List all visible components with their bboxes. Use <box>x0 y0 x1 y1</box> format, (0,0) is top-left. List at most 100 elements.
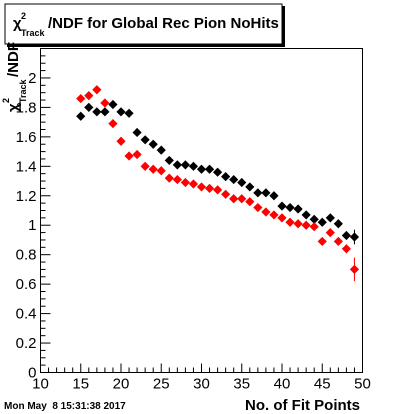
y-tick-label: 1.6 <box>16 129 37 146</box>
data-point-red <box>116 136 126 146</box>
data-point-black <box>221 172 231 182</box>
data-point-red <box>196 182 207 192</box>
data-point-black <box>156 145 166 155</box>
x-tick-label: 35 <box>233 376 250 393</box>
x-tick-label: 20 <box>113 376 130 393</box>
data-point-black <box>341 230 351 241</box>
data-point-black <box>293 204 303 214</box>
y-tick-label: 0.6 <box>16 276 37 293</box>
data-point-black <box>229 174 239 185</box>
data-point-black <box>180 160 190 170</box>
data-point-red <box>180 177 190 188</box>
data-point-red <box>229 194 239 204</box>
data-point-black <box>92 107 102 117</box>
data-point-red <box>108 119 118 129</box>
data-point-black <box>333 219 343 229</box>
x-tick-label: 40 <box>274 376 291 393</box>
data-point-black <box>164 155 174 166</box>
data-point-black <box>196 164 207 174</box>
x-tick-label: 15 <box>72 376 89 393</box>
data-point-red <box>325 227 335 238</box>
data-point-black <box>108 99 118 110</box>
data-point-black <box>76 111 86 121</box>
data-point-black <box>204 164 215 174</box>
data-point-black <box>309 214 319 224</box>
axes: 10 15 20 25 30 35 40 45 50 0 0.2 0.4 0.6 0.8 1 1.2 1.4 1.… <box>16 48 371 393</box>
x-tick-label: 45 <box>314 376 331 393</box>
ylabel-superscript: 2 <box>1 98 11 103</box>
data-point-black <box>213 167 223 177</box>
data-point-red <box>269 210 279 220</box>
ylabel-chi: χ <box>5 103 22 112</box>
data-point-red <box>293 219 303 229</box>
y-tick-label: 1.4 <box>16 158 37 175</box>
data-point-red <box>188 179 199 189</box>
data-point-red <box>140 161 150 171</box>
data-point-black <box>277 201 287 211</box>
data-point-red <box>333 236 343 247</box>
ylabel-subscript: Track <box>18 78 28 103</box>
data-point-black <box>124 108 134 118</box>
chart-title: χ 2 Track /NDF for Global Rec Pion NoHit… <box>4 3 285 47</box>
x-tick-label: 10 <box>32 376 49 393</box>
data-point-red <box>132 149 142 160</box>
data-point-red <box>309 222 319 232</box>
x-tick-label: 30 <box>193 376 210 393</box>
data-point-black <box>84 102 94 113</box>
data-point-red <box>148 164 158 174</box>
x-axis-label: No. of Fit Points <box>245 397 360 414</box>
data-point-black <box>116 107 126 117</box>
data-point-red <box>341 244 351 254</box>
data-marks <box>76 85 360 282</box>
title-chi: χ <box>13 15 22 32</box>
data-point-black <box>253 188 263 198</box>
data-point-red <box>285 217 295 227</box>
data-point-black <box>325 213 335 223</box>
title-superscript: 2 <box>21 11 26 21</box>
y-tick-label: 0 <box>28 365 36 382</box>
data-point-black <box>148 139 158 149</box>
y-axis-label: χ 2 Track /NDF <box>1 42 28 112</box>
y-tick-label: 1.2 <box>16 188 37 205</box>
data-point-black <box>301 210 311 220</box>
data-point-red <box>204 183 215 194</box>
data-point-black <box>261 188 271 198</box>
data-point-red <box>84 91 94 101</box>
title-subscript: Track <box>21 28 46 38</box>
y-tick-label: 0.8 <box>16 247 37 264</box>
data-point-red <box>92 85 102 95</box>
data-point-black <box>188 161 199 171</box>
data-point-black <box>285 202 295 213</box>
data-point-red <box>156 166 166 176</box>
timestamp: Mon May 8 15:31:38 2017 <box>4 401 126 412</box>
data-point-red <box>349 264 360 275</box>
data-point-black <box>140 135 150 145</box>
y-tick-label: 0.4 <box>16 306 37 323</box>
data-point-black <box>245 182 255 192</box>
data-point-red <box>261 207 271 217</box>
data-point-black <box>132 127 142 138</box>
data-point-red <box>301 220 311 230</box>
data-point-red <box>164 173 174 183</box>
data-point-red <box>213 185 223 195</box>
y-tick-label: 1 <box>28 217 36 234</box>
data-point-red <box>100 98 110 108</box>
data-point-black <box>172 160 182 170</box>
data-point-red <box>277 213 287 223</box>
x-tick-label: 50 <box>354 376 371 393</box>
data-point-black <box>100 107 110 117</box>
data-point-red <box>237 194 247 204</box>
title-text: /NDF for Global Rec Pion NoHits <box>48 15 279 32</box>
data-point-red <box>221 189 231 199</box>
data-point-red <box>245 197 255 207</box>
data-point-red <box>124 151 134 161</box>
ylabel-text: /NDF <box>5 42 22 77</box>
data-point-red <box>253 202 263 213</box>
y-tick-label: 1.8 <box>16 99 37 116</box>
data-point-black <box>237 177 247 188</box>
data-point-red <box>172 174 182 185</box>
data-point-red <box>317 236 327 247</box>
y-tick-label: 0.2 <box>16 335 37 352</box>
data-point-red <box>76 93 86 104</box>
